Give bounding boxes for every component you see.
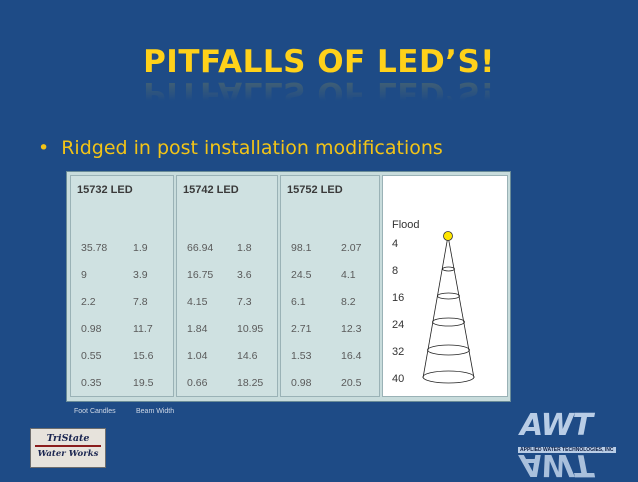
foot-candles-value: 4.15 <box>187 296 208 308</box>
flood-distance: 40 <box>392 373 405 385</box>
foot-candles-value: 0.98 <box>81 323 102 335</box>
flood-label: Flood <box>392 219 420 231</box>
beam-width-value: 10.95 <box>237 323 264 335</box>
foot-candles-value: 0.98 <box>291 377 312 389</box>
cone-left-edge <box>422 235 449 379</box>
beam-ring-24 <box>432 317 465 327</box>
awt-letters-reflection: AWT <box>520 447 593 482</box>
beam-ring-40 <box>422 370 475 384</box>
foot-candles-value: 66.94 <box>187 242 214 254</box>
beam-width-value: 2.07 <box>341 242 362 254</box>
foot-candles-value: 0.66 <box>187 377 208 389</box>
flood-cone-graphic <box>422 231 475 384</box>
bullet-text: Ridged in post installation modification… <box>61 137 443 159</box>
beam-width-value: 11.7 <box>133 323 153 335</box>
beam-width-value: 14.6 <box>237 350 258 362</box>
flood-distance: 32 <box>392 346 405 358</box>
led-source-icon <box>443 231 453 241</box>
beam-width-value: 4.1 <box>341 269 356 281</box>
flood-beam-diagram: Flood 4 8 16 24 32 40 <box>382 175 508 397</box>
cone-right-edge <box>447 235 475 379</box>
beam-width-value: 1.8 <box>237 242 252 254</box>
foot-candles-value: 1.84 <box>187 323 208 335</box>
awt-letters: AWT <box>520 408 593 443</box>
awt-logo: AWT AWT APPLIED WATER TECHNOLOGIES, INC <box>512 408 616 482</box>
column-header: 15732 LED <box>77 184 133 196</box>
beam-width-value: 1.9 <box>133 242 148 254</box>
bullet-marker: • <box>38 137 50 159</box>
table-column-15742: 15742 LED 66.94 1.8 16.75 3.6 4.15 7.3 1… <box>176 175 278 397</box>
beam-ring-16 <box>437 292 460 300</box>
foot-candles-value: 1.53 <box>291 350 312 362</box>
beam-width-value: 16.4 <box>341 350 362 362</box>
logo-line-1: TriState <box>46 433 90 444</box>
flood-distance: 4 <box>392 238 399 250</box>
beam-width-value: 7.3 <box>237 296 252 308</box>
beam-width-value: 12.3 <box>341 323 362 335</box>
slide-title: PITFALLS OF LED’S! <box>143 44 495 80</box>
column-header: 15752 LED <box>287 184 343 196</box>
beam-width-value: 8.2 <box>341 296 356 308</box>
beam-width-value: 19.5 <box>133 377 154 389</box>
legend-beam-width: Beam Width <box>136 408 175 415</box>
awt-tagline: APPLIED WATER TECHNOLOGIES, INC <box>518 447 616 453</box>
flood-distance: 8 <box>392 265 399 277</box>
legend-foot-candles: Foot Candles <box>74 408 116 415</box>
beam-width-value: 20.5 <box>341 377 362 389</box>
beam-ring-8 <box>442 266 455 272</box>
foot-candles-value: 9 <box>81 269 87 281</box>
table-column-15732: 15732 LED 35.78 1.9 9 3.9 2.2 7.8 0.98 1… <box>70 175 174 397</box>
table-column-15752: 15752 LED 98.1 2.07 24.5 4.1 6.1 8.2 2.7… <box>280 175 380 397</box>
beam-width-value: 3.9 <box>133 269 148 281</box>
column-header: 15742 LED <box>183 184 239 196</box>
foot-candles-value: 2.2 <box>81 296 96 308</box>
foot-candles-value: 16.75 <box>187 269 214 281</box>
foot-candles-value: 35.78 <box>81 242 108 254</box>
beam-width-value: 15.6 <box>133 350 154 362</box>
foot-candles-value: 98.1 <box>291 242 312 254</box>
foot-candles-value: 0.35 <box>81 377 102 389</box>
tristate-water-works-logo: TriState Water Works <box>30 428 106 468</box>
logo-line-2: Water Works <box>35 445 101 459</box>
foot-candles-value: 2.71 <box>291 323 312 335</box>
beam-width-value: 3.6 <box>237 269 252 281</box>
beam-width-value: 7.8 <box>133 296 148 308</box>
flood-distance: 24 <box>392 319 405 331</box>
beam-ring-32 <box>427 344 470 356</box>
slide-title-reflection: PITFALLS OF LED’S! <box>143 75 495 111</box>
led-comparison-table: 15732 LED 35.78 1.9 9 3.9 2.2 7.8 0.98 1… <box>66 171 511 402</box>
beam-width-value: 18.25 <box>237 377 264 389</box>
foot-candles-value: 1.04 <box>187 350 208 362</box>
foot-candles-value: 24.5 <box>291 269 312 281</box>
flood-distance: 16 <box>392 292 405 304</box>
bullet-point: • Ridged in post installation modificatio… <box>38 134 443 162</box>
foot-candles-value: 6.1 <box>291 296 306 308</box>
foot-candles-value: 0.55 <box>81 350 102 362</box>
